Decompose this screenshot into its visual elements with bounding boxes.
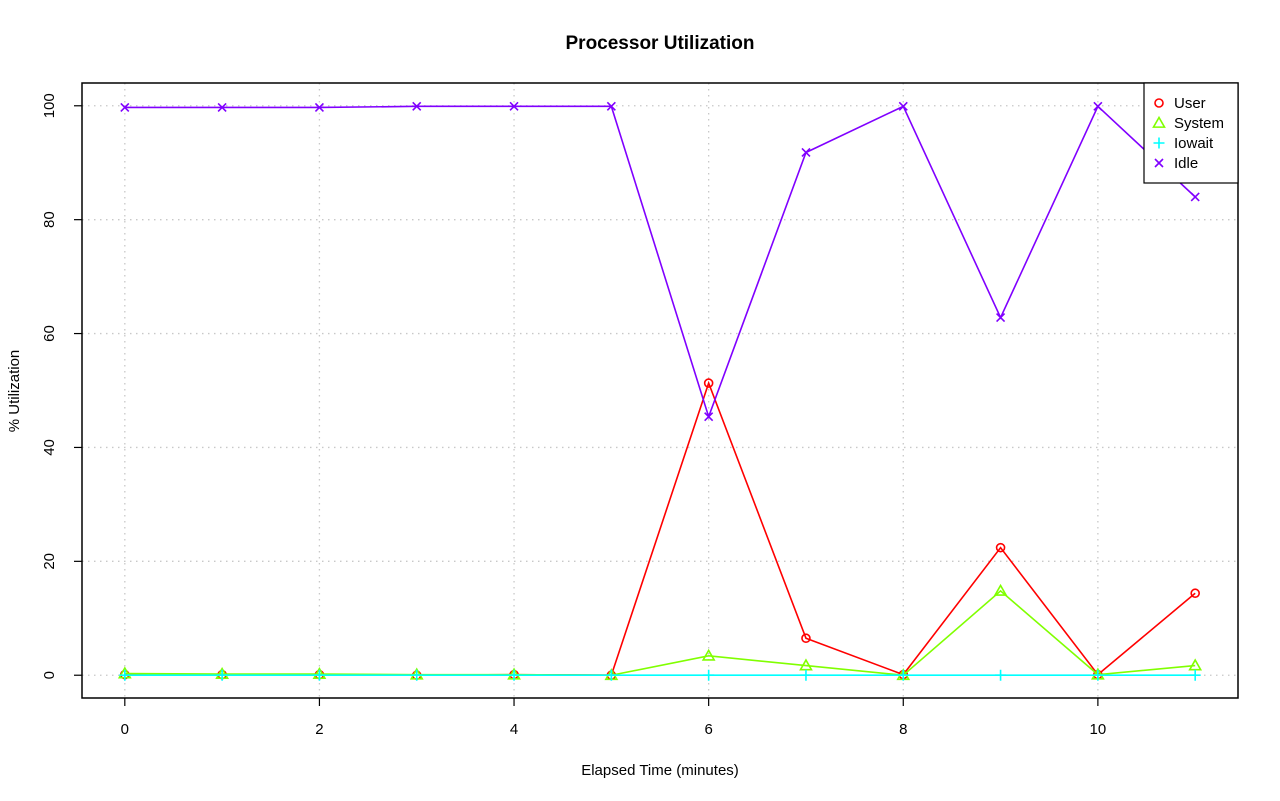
legend-label-system: System: [1174, 115, 1224, 132]
point-idle: [120, 102, 130, 113]
series-user: [120, 378, 1200, 681]
point-user: [1190, 588, 1200, 599]
series-layer: [117, 101, 1203, 681]
point-user: [801, 633, 811, 644]
x-tick-label: 0: [121, 721, 129, 738]
legend-marker-iowait: [1153, 137, 1165, 149]
series-line-user: [124, 380, 1196, 677]
series-line-system: [124, 589, 1196, 677]
y-tick-label: 100: [41, 93, 58, 118]
point-iowait: [605, 669, 617, 681]
point-iowait: [411, 669, 423, 681]
legend-marker-user: [1154, 98, 1164, 108]
y-tick-label: 60: [41, 325, 58, 342]
plot-frame: [81, 82, 1239, 699]
point-iowait: [800, 669, 812, 681]
legend-entry-system: System: [1152, 115, 1224, 132]
point-iowait: [216, 669, 228, 681]
point-system: [701, 648, 716, 661]
y-tick-label: 20: [41, 553, 58, 570]
point-idle: [509, 101, 519, 111]
point-iowait: [119, 669, 131, 681]
legend-marker-idle: [1154, 158, 1164, 168]
grid-layer: [82, 83, 1238, 698]
point-user: [703, 378, 714, 388]
point-iowait: [313, 669, 325, 681]
series-system: [117, 583, 1203, 681]
point-idle: [217, 102, 227, 113]
point-idle: [314, 102, 324, 113]
x-tick-label: 2: [315, 721, 323, 738]
y-tick-label: 80: [41, 211, 58, 228]
point-idle: [606, 101, 616, 111]
point-iowait: [508, 669, 520, 681]
point-iowait: [1092, 669, 1104, 681]
point-idle: [704, 412, 714, 422]
point-iowait: [995, 669, 1007, 681]
x-tick-label: 8: [899, 721, 907, 738]
legend-entry-user: User: [1154, 95, 1206, 112]
point-iowait: [1189, 669, 1201, 681]
point-system: [799, 658, 813, 671]
point-idle: [898, 101, 908, 111]
legend: User System Iowait Idle: [1143, 82, 1239, 184]
series-iowait: [119, 669, 1201, 681]
series-idle: [120, 101, 1200, 422]
point-system: [993, 583, 1008, 596]
point-iowait: [897, 669, 909, 681]
legend-marker-system: [1152, 115, 1166, 128]
x-tick-label: 10: [1090, 721, 1107, 738]
chart-title: Processor Utilization: [566, 33, 755, 54]
point-idle: [1093, 101, 1103, 111]
y-tick-label: 40: [41, 439, 58, 456]
x-tick-label: 4: [510, 721, 518, 738]
point-idle: [1190, 192, 1200, 202]
legend-label-idle: Idle: [1174, 155, 1198, 172]
legend-entry-idle: Idle: [1154, 155, 1198, 172]
point-idle: [996, 313, 1006, 323]
x-tick-label: 6: [704, 721, 712, 738]
x-axis-label: Elapsed Time (minutes): [581, 762, 739, 779]
point-user: [995, 542, 1006, 553]
y-tick-label: 0: [41, 671, 58, 679]
point-idle: [412, 101, 422, 111]
legend-entry-iowait: Iowait: [1153, 135, 1214, 152]
y-axis-label: % Utilization: [6, 350, 23, 433]
point-system: [1188, 658, 1203, 671]
point-iowait: [703, 669, 715, 681]
point-idle: [801, 147, 811, 158]
legend-label-user: User: [1174, 95, 1206, 112]
series-line-idle: [124, 105, 1196, 420]
legend-label-iowait: Iowait: [1174, 135, 1214, 152]
